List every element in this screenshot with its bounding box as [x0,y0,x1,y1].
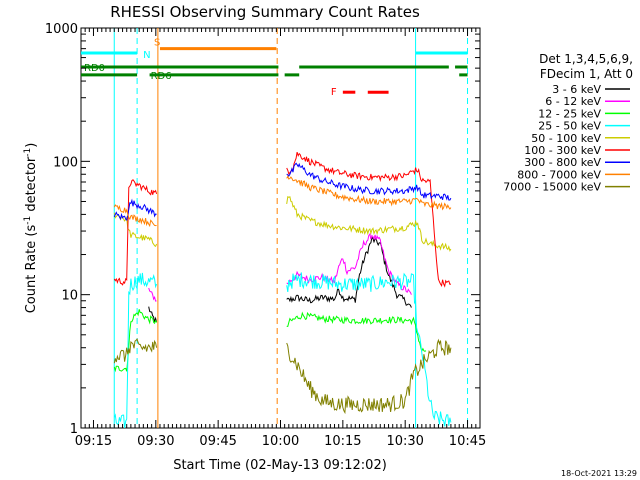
x-tick-label: 09:30 [137,434,174,449]
legend-header-line2: FDecim 1, Att 0 [540,67,633,81]
chart-title: RHESSI Observing Summary Count Rates [110,3,420,21]
legend: Det 1,3,4,5,6,9, FDecim 1, Att 0 3 - 6 k… [503,52,633,194]
flag-bars: SN F RD0 RD6 [81,38,468,98]
series-line-2 [113,309,158,373]
y-tick-label: 1 [70,422,78,437]
legend-label-0: 3 - 6 keV [552,83,601,96]
series-line-0 [286,236,412,308]
legend-label-6: 300 - 800 keV [524,156,601,169]
series-line-7 [286,175,452,211]
x-tick-label: 10:00 [262,434,299,449]
legend-label-3: 25 - 50 keV [538,120,601,133]
flag-label-F: F [331,87,337,98]
series-line-8 [286,338,452,415]
series-line-0 [148,306,158,323]
legend-label-8: 7000 - 15000 keV [503,181,601,194]
flag-label-N: N [143,50,150,61]
y-axis-label-mid: detector [24,156,39,216]
y-axis-label-end: ) [24,143,39,148]
x-tick-label: 09:15 [75,434,112,449]
legend-label-4: 50 - 100 keV [531,132,601,145]
y-axis-label-sup1: -1 [23,216,33,225]
flag-label-S: S [154,38,160,49]
x-tick-label: 10:30 [386,434,423,449]
series-line-6 [113,198,157,221]
x-tick-label: 09:45 [199,434,236,449]
x-tick-label: 10:45 [449,434,486,449]
legend-label-5: 100 - 300 keV [524,144,601,157]
series-line-7 [113,204,157,228]
y-axis-label-sup2: -1 [23,148,33,157]
y-axis-label: Count Rate (s-1 detector-1) [23,143,39,314]
axes-group: 09:15 09:30 09:45 10:00 10:15 10:30 10:45 1 10 10… [45,22,486,449]
series-line-1 [286,232,412,295]
series-line-6 [286,162,452,201]
legend-label-2: 12 - 25 keV [538,107,601,120]
legend-label-1: 6 - 12 keV [545,95,601,108]
y-tick-label: 100 [53,155,78,170]
timestamp: 18-Oct-2021 13:29 [561,469,637,478]
y-axis-label-main: Count Rate (s [24,225,39,314]
series-line-4 [286,196,452,252]
series-group [113,151,452,429]
series-line-5 [286,151,451,288]
x-axis-label: Start Time (02-May-13 09:12:02) [173,458,387,473]
series-line-5 [113,179,158,286]
legend-header-line1: Det 1,3,4,5,6,9, [539,52,633,66]
legend-label-7: 800 - 7000 keV [517,168,601,181]
series-line-1 [148,287,157,302]
flag-label-RD6: RD6 [151,71,172,82]
y-tick-label: 1000 [45,22,78,37]
vertical-markers [113,28,469,428]
x-tick-label: 10:15 [324,434,361,449]
flag-label-RD0: RD0 [84,63,105,74]
series-line-3 [113,272,158,429]
series-line-8 [113,338,158,364]
y-tick-label: 10 [61,289,78,304]
series-line-2 [286,311,427,353]
